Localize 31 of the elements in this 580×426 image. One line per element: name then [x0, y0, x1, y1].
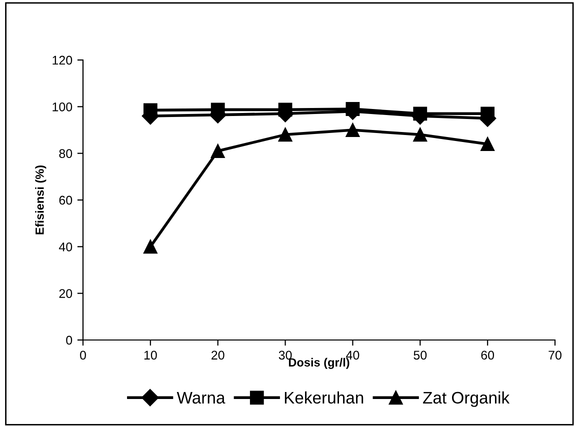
y-tick-label: 120	[52, 56, 72, 65]
x-tick-label: 50	[414, 350, 427, 360]
point	[143, 240, 158, 254]
x-axis-title: Dosis (gr/l)	[288, 358, 350, 369]
point	[480, 137, 495, 151]
point	[278, 102, 292, 117]
x-tick-label: 60	[481, 350, 494, 360]
y-tick-label: 60	[59, 196, 72, 205]
y-tick-label: 0	[66, 336, 72, 345]
x-tick-label: 30	[278, 350, 292, 360]
y-tick-label: 100	[52, 102, 72, 112]
x-tick-label: 40	[346, 350, 360, 360]
point	[480, 106, 495, 121]
y-tick-label: 20	[59, 289, 72, 298]
point	[346, 123, 360, 137]
point	[278, 128, 292, 142]
y-tick-label: 80	[59, 149, 72, 158]
legend-label: Warna	[176, 392, 226, 404]
legend-label: Zat Organik	[423, 391, 510, 407]
y-tick-label: 40	[58, 242, 72, 252]
x-tick-label: 0	[80, 350, 86, 360]
legend-label: Kekeruhan	[284, 391, 364, 404]
x-tick-label: 20	[212, 350, 224, 360]
point	[210, 102, 225, 117]
x-tick-label: 70	[548, 350, 562, 360]
point	[413, 106, 428, 121]
y-axis-title: Efisiensi (%)	[35, 165, 46, 234]
point	[413, 128, 428, 142]
point	[210, 144, 225, 158]
x-tick-label: 10	[144, 350, 157, 360]
point	[346, 102, 360, 116]
